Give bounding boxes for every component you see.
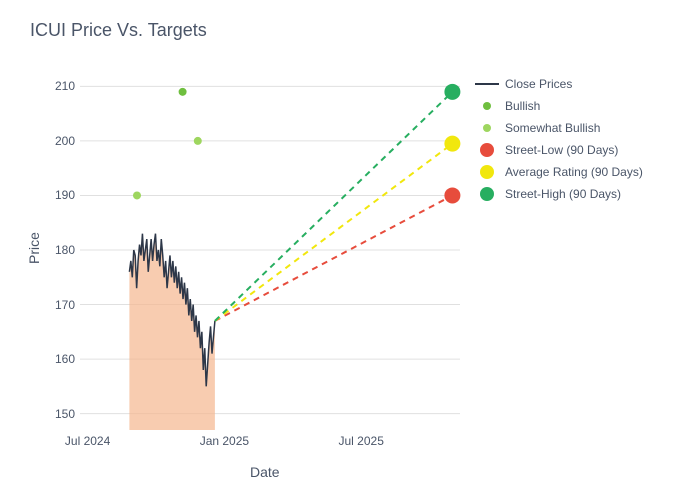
chart-container: ICUI Price Vs. Targets Price Date 150160… — [0, 0, 700, 500]
y-tick-label: 210 — [55, 79, 75, 93]
legend-item: Street-Low (90 Days) — [475, 141, 643, 159]
legend-label: Street-High (90 Days) — [505, 187, 621, 201]
legend-item: Average Rating (90 Days) — [475, 163, 643, 181]
legend-dot-icon — [480, 165, 494, 179]
legend: Close Prices Bullish Somewhat Bullish Stree… — [475, 75, 643, 207]
legend-item: Street-High (90 Days) — [475, 185, 643, 203]
legend-dot-icon — [480, 143, 494, 157]
y-tick-label: 190 — [55, 188, 75, 202]
legend-label: Street-Low (90 Days) — [505, 143, 618, 157]
x-tick-label: Jan 2025 — [200, 434, 249, 448]
y-tick-label: 180 — [55, 243, 75, 257]
legend-dot-icon — [483, 124, 491, 132]
legend-label: Bullish — [505, 99, 540, 113]
legend-label: Average Rating (90 Days) — [505, 165, 643, 179]
x-tick-label: Jul 2024 — [65, 434, 110, 448]
legend-label: Somewhat Bullish — [505, 121, 600, 135]
legend-line-icon — [475, 83, 499, 85]
legend-item: Bullish — [475, 97, 643, 115]
legend-item: Somewhat Bullish — [475, 119, 643, 137]
legend-dot-icon — [483, 102, 491, 110]
y-tick-label: 170 — [55, 298, 75, 312]
x-tick-label: Jul 2025 — [339, 434, 384, 448]
y-tick-label: 150 — [55, 407, 75, 421]
legend-label: Close Prices — [505, 77, 572, 91]
legend-item: Close Prices — [475, 75, 643, 93]
legend-dot-icon — [480, 187, 494, 201]
y-tick-label: 160 — [55, 352, 75, 366]
y-tick-label: 200 — [55, 134, 75, 148]
